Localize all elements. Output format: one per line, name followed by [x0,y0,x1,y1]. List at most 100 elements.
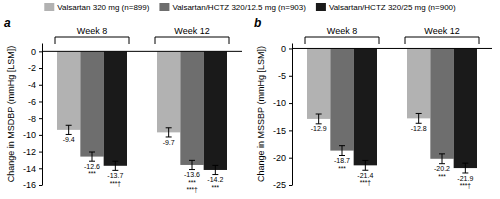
data-label: -9.7 [163,139,175,146]
y-axis: 0-2-4-6-8-10-12-14-16 [23,44,43,191]
annotation: *** [212,184,220,191]
legend-label: Valsartan/HCTZ 320/25 mg (n=900) [329,3,456,12]
category-label: Week 12 [424,26,459,36]
data-label: -18.7 [334,157,350,164]
marks [57,51,227,174]
y-tick-mark [39,85,42,86]
annotation: *** [338,165,346,172]
category-label: Week 12 [174,26,209,36]
y-tick: -2 [28,63,42,73]
legend-item: Valsartan/HCTZ 320/25 mg (n=900) [316,3,456,12]
y-tick: 0 [281,44,292,54]
y-tick-label: -6 [28,97,36,107]
data-label: -14.2 [207,176,223,183]
y-tick-mark [289,158,292,159]
error-bar-cap [66,134,72,135]
y-tick-mark [289,76,292,77]
error-bar-cap [439,153,445,154]
y-tick-label: -14 [23,164,36,174]
error-bar-cap [189,169,195,170]
bar [204,51,227,170]
y-axis-title: Change in MSSBP (mmHg [LSM]) [256,46,266,182]
error-bar-cap [416,113,422,114]
category-bracket [155,37,229,44]
plot-area: 0 -5 -10 -15 -20 -25 Change in MSSBP (mmHg [LS… [256,26,492,190]
labels: -12.9-12.8-18.7***-20.2***-21.4***†-21.9… [311,125,474,189]
error-bar-cap [362,170,368,171]
y-tick: -16 [23,180,42,190]
y-tick: -8 [28,114,42,124]
y-tick-mark [39,51,42,52]
annotation: *** [438,173,446,180]
error-bar-cap [416,123,422,124]
error-bar [212,165,218,174]
error-bar-stem [92,152,93,161]
zero-line [42,51,242,52]
error-bar-stem [318,114,319,124]
data-label: -21.4 [357,172,373,179]
error-bar [439,154,445,164]
bar [430,48,453,158]
error-bar-cap [339,155,345,156]
y-tick: -25 [273,180,292,190]
data-label: -13.6 [184,171,200,178]
legend-swatch [316,3,326,11]
y-axis: 0 -5 -10 -15 -20 -25 [273,44,293,191]
data-label: -21.9 [457,175,473,182]
y-tick-label: -2 [28,63,36,73]
plot-area: 0-2-4-6-8-10-12-14-16Change in MSDBP (mm… [6,26,242,193]
error-bar-stem [365,160,366,170]
error-bar-stem [442,154,443,164]
error-bar-stem [342,146,343,156]
annotation: ***† [186,186,198,193]
bar [157,51,180,132]
error-bar-cap [112,170,118,171]
y-tick-mark [39,152,42,153]
bar [407,48,430,118]
bar [180,51,203,165]
y-axis-title: Change in MSDBP (mmHg [LSM]) [6,46,16,182]
y-tick-label: -5 [278,71,286,81]
error-bar [339,146,345,156]
error-bar-cap [462,172,468,173]
y-tick: -12 [23,147,42,157]
error-bar [166,128,172,137]
error-bar-cap [212,165,218,166]
panel-title: a [4,16,11,30]
category-label: Week 8 [77,26,107,36]
data-label: -13.7 [107,172,123,179]
y-tick-label: 0 [281,44,286,54]
error-bar-stem [168,128,169,137]
panel: 0 -5 -10 -15 -20 -25 Change in MSSBP (mmHg [LS… [254,16,492,190]
y-tick-label: 0 [31,47,36,57]
y-tick-mark [289,48,292,49]
y-tick: -5 [278,71,292,81]
legend-label: Valsartan/HCTZ 320/12.5 mg (n=903) [172,3,306,12]
error-bar-cap [316,123,322,124]
bar [307,48,330,118]
error-bar-cap [339,145,345,146]
y-tick: -20 [273,153,292,163]
category-bracket [55,37,129,44]
y-tick-label: -25 [273,180,286,190]
data-label: -12.8 [411,125,427,132]
panel-title: b [254,16,261,30]
error-bar [189,160,195,169]
error-bar [316,114,322,124]
bar [57,51,80,130]
y-tick-label: -15 [273,126,286,136]
y-tick-label: -8 [28,114,36,124]
error-bar [362,160,368,170]
y-tick: -10 [273,98,292,108]
y-tick-label: -10 [273,98,286,108]
marks [307,48,477,173]
error-bar-stem [418,113,419,123]
error-bar-cap [212,174,218,175]
error-bar [66,125,72,134]
error-bar [89,152,95,161]
error-bar-cap [316,114,322,115]
y-tick-label: -4 [28,80,36,90]
data-label: -12.6 [84,163,100,170]
annotation: *** [88,170,96,177]
legend-label: Valsartan 320 mg (n=899) [57,3,149,12]
